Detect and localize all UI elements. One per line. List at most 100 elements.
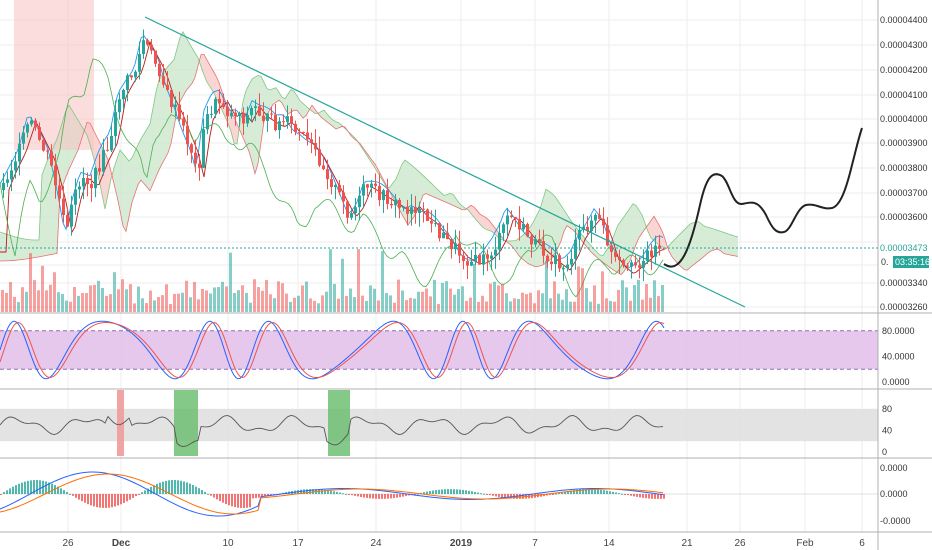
candle[interactable] bbox=[662, 247, 665, 251]
candle[interactable] bbox=[218, 89, 221, 115]
candle[interactable] bbox=[298, 128, 301, 141]
candle[interactable] bbox=[654, 235, 657, 265]
candle[interactable] bbox=[238, 111, 241, 127]
candle[interactable] bbox=[326, 159, 329, 190]
candle[interactable] bbox=[442, 225, 445, 239]
candle[interactable] bbox=[550, 247, 553, 271]
candle[interactable] bbox=[106, 136, 109, 152]
candle[interactable] bbox=[22, 126, 25, 150]
candle[interactable] bbox=[618, 249, 621, 274]
candle[interactable] bbox=[270, 106, 273, 119]
candle[interactable] bbox=[530, 232, 533, 258]
candle[interactable] bbox=[502, 222, 505, 242]
candle[interactable] bbox=[42, 137, 45, 152]
candle[interactable] bbox=[310, 132, 313, 154]
candle[interactable] bbox=[206, 105, 209, 135]
candle[interactable] bbox=[194, 139, 197, 173]
candle[interactable] bbox=[234, 108, 237, 126]
candle[interactable] bbox=[462, 252, 465, 270]
candle[interactable] bbox=[6, 171, 9, 187]
candle[interactable] bbox=[426, 208, 429, 222]
candle[interactable] bbox=[246, 106, 249, 128]
candlesticks[interactable] bbox=[2, 29, 665, 282]
candle[interactable] bbox=[546, 254, 549, 269]
candle[interactable] bbox=[378, 173, 381, 207]
candle[interactable] bbox=[314, 129, 317, 157]
candle[interactable] bbox=[422, 202, 425, 223]
candle[interactable] bbox=[490, 251, 493, 271]
candle[interactable] bbox=[266, 113, 269, 132]
projection-path[interactable] bbox=[663, 127, 863, 268]
candle[interactable] bbox=[362, 175, 365, 208]
candle[interactable] bbox=[250, 105, 253, 123]
candle[interactable] bbox=[406, 199, 409, 226]
candle[interactable] bbox=[226, 99, 229, 128]
candle[interactable] bbox=[514, 216, 517, 228]
candle[interactable] bbox=[574, 228, 577, 270]
candle[interactable] bbox=[286, 105, 289, 129]
candle[interactable] bbox=[342, 185, 345, 215]
candle[interactable] bbox=[338, 179, 341, 196]
candle[interactable] bbox=[34, 118, 37, 131]
candle[interactable] bbox=[186, 114, 189, 156]
candle[interactable] bbox=[370, 180, 373, 198]
candle[interactable] bbox=[402, 206, 405, 212]
candle[interactable] bbox=[162, 63, 165, 88]
candle[interactable] bbox=[358, 186, 361, 221]
candle[interactable] bbox=[410, 194, 413, 226]
candle[interactable] bbox=[478, 253, 481, 265]
date-axis[interactable]: 26 Dec 10 17 24 2019 7 14 21 26 Feb 6 bbox=[62, 538, 865, 549]
candle[interactable] bbox=[110, 124, 113, 153]
candle[interactable] bbox=[658, 234, 661, 256]
candle[interactable] bbox=[150, 39, 153, 55]
candle[interactable] bbox=[510, 210, 513, 219]
candle[interactable] bbox=[366, 183, 369, 197]
candle[interactable] bbox=[334, 183, 337, 200]
candle[interactable] bbox=[466, 255, 469, 279]
candle[interactable] bbox=[518, 206, 521, 241]
candle[interactable] bbox=[486, 249, 489, 272]
candle[interactable] bbox=[154, 50, 157, 67]
candle[interactable] bbox=[622, 258, 625, 268]
candle[interactable] bbox=[626, 262, 629, 272]
candle[interactable] bbox=[394, 193, 397, 218]
candle[interactable] bbox=[474, 241, 477, 266]
candle[interactable] bbox=[566, 255, 569, 272]
candle[interactable] bbox=[322, 156, 325, 171]
candle[interactable] bbox=[458, 230, 461, 264]
candle[interactable] bbox=[74, 178, 77, 215]
candle[interactable] bbox=[274, 104, 277, 132]
candle[interactable] bbox=[650, 243, 653, 271]
candle[interactable] bbox=[454, 229, 457, 255]
candle[interactable] bbox=[62, 185, 65, 223]
candle[interactable] bbox=[54, 153, 57, 199]
candle[interactable] bbox=[242, 107, 245, 135]
candle[interactable] bbox=[182, 111, 185, 132]
candle[interactable] bbox=[174, 96, 177, 117]
candle[interactable] bbox=[610, 242, 613, 264]
candle[interactable] bbox=[118, 92, 121, 120]
candle[interactable] bbox=[538, 229, 541, 245]
candle[interactable] bbox=[578, 224, 581, 251]
candle[interactable] bbox=[86, 172, 89, 197]
candle[interactable] bbox=[590, 215, 593, 243]
candle[interactable] bbox=[390, 197, 393, 209]
candle[interactable] bbox=[562, 264, 565, 281]
candle[interactable] bbox=[254, 99, 257, 122]
candle[interactable] bbox=[498, 222, 501, 261]
candle[interactable] bbox=[302, 131, 305, 136]
candle[interactable] bbox=[346, 201, 349, 224]
candle[interactable] bbox=[606, 217, 609, 247]
candle[interactable] bbox=[558, 253, 561, 272]
candle[interactable] bbox=[446, 222, 449, 240]
candle[interactable] bbox=[50, 144, 53, 167]
candle[interactable] bbox=[450, 238, 453, 259]
candle[interactable] bbox=[526, 222, 529, 238]
candle[interactable] bbox=[94, 166, 97, 198]
candle[interactable] bbox=[438, 222, 441, 242]
candle[interactable] bbox=[262, 102, 265, 124]
candle[interactable] bbox=[430, 210, 433, 233]
candle[interactable] bbox=[602, 207, 605, 234]
candle[interactable] bbox=[122, 88, 125, 110]
